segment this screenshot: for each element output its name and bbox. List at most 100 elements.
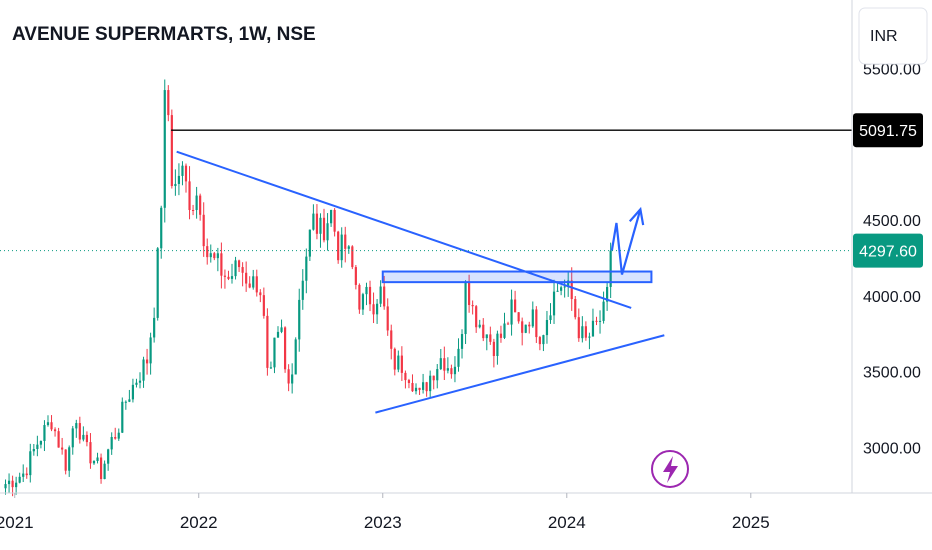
candle-body: [177, 175, 181, 184]
candle-body: [407, 380, 411, 384]
drawings: [0, 129, 852, 414]
candle-body: [361, 294, 365, 310]
candle-body: [358, 284, 361, 310]
candle-body: [29, 451, 32, 476]
candle-body: [259, 292, 262, 296]
candle-body: [298, 299, 301, 340]
candle-body: [425, 382, 428, 392]
candle-body: [223, 275, 227, 277]
candle-body: [503, 323, 506, 338]
candle-body: [322, 217, 326, 241]
candle-body: [85, 434, 89, 443]
candle-body: [319, 217, 322, 234]
candle-body: [411, 383, 414, 392]
candle-body: [609, 250, 612, 287]
candle-body: [99, 457, 103, 480]
currency-label[interactable]: INR: [870, 28, 898, 45]
candle-body: [53, 429, 57, 432]
price-tag-label: 4297.60: [859, 244, 917, 261]
candle-body: [305, 256, 308, 281]
candle-body: [103, 463, 106, 480]
candle-body: [468, 282, 471, 306]
candle-body: [273, 337, 276, 368]
candle-body: [457, 348, 460, 367]
y-tick-label: 4000.00: [863, 289, 921, 306]
candle-body: [351, 246, 354, 268]
candle-body: [563, 286, 566, 288]
candle-body: [545, 320, 549, 336]
candle-body: [181, 165, 184, 176]
candle-body: [82, 434, 85, 440]
candle-body: [138, 380, 142, 383]
candle-body: [584, 326, 587, 338]
candle-body: [167, 90, 170, 116]
candle-body: [71, 428, 74, 448]
candle-body: [446, 368, 449, 371]
candle-body: [591, 320, 595, 337]
candle-body: [354, 267, 357, 285]
candle-body: [78, 423, 81, 440]
candle-body: [308, 229, 311, 257]
candle-body: [482, 324, 485, 339]
candle-body: [276, 331, 280, 338]
y-tick-label: 3000.00: [863, 440, 921, 457]
candle-body: [588, 336, 591, 338]
candle-body: [422, 382, 425, 390]
candle-body: [460, 334, 464, 349]
candle-body: [524, 324, 527, 333]
candle-body: [96, 457, 99, 462]
candle-body: [220, 253, 223, 276]
candle-body: [340, 234, 343, 261]
candle-body: [149, 337, 152, 364]
candle-body: [574, 299, 577, 318]
candle-body: [443, 358, 446, 371]
candle-body: [552, 291, 556, 316]
candle-body: [595, 320, 598, 322]
candle-body: [492, 341, 495, 357]
candle-body: [510, 299, 513, 325]
candle-body: [432, 375, 435, 381]
x-tick-label: 2021: [0, 513, 34, 532]
x-tick-label: 2022: [180, 513, 218, 532]
candle-body: [142, 359, 145, 381]
candle-body: [464, 282, 467, 335]
candle-body: [535, 309, 538, 338]
candle-body: [312, 213, 315, 230]
candle-body: [496, 333, 499, 357]
candle-body: [195, 195, 198, 210]
price-tag: [853, 113, 923, 148]
candle-body: [602, 301, 605, 321]
candle-body: [184, 165, 188, 182]
forecast-arrow-head: [628, 206, 645, 226]
candle-body: [237, 260, 241, 268]
candle-body: [15, 482, 18, 488]
forecast-arrow[interactable]: [610, 209, 642, 275]
candle-body: [333, 209, 336, 232]
logo-badge: [651, 450, 689, 488]
candle-body: [291, 374, 294, 384]
breakout-zone[interactable]: [381, 270, 653, 284]
candle-body: [414, 387, 418, 392]
candle-body: [131, 384, 135, 400]
currency-button-frame[interactable]: [858, 7, 928, 65]
candle-body: [248, 283, 251, 288]
descending-resistance[interactable]: [176, 150, 632, 309]
candle-body: [517, 312, 520, 322]
ascending-support[interactable]: [375, 334, 665, 414]
candle-body: [64, 449, 67, 471]
candle-body: [199, 195, 202, 215]
candle-body: [39, 440, 43, 445]
candle-body: [241, 267, 244, 273]
candle-body: [255, 276, 258, 293]
candle-body: [326, 223, 329, 241]
candle-body: [61, 447, 64, 450]
candle-body: [506, 323, 510, 325]
candle-body: [191, 209, 195, 211]
candle-body: [128, 399, 131, 402]
candle-body: [301, 280, 304, 300]
candle-body: [485, 334, 488, 339]
candle-body: [170, 115, 173, 187]
currency-button[interactable]: INR: [858, 7, 928, 65]
candle-body: [145, 359, 149, 364]
